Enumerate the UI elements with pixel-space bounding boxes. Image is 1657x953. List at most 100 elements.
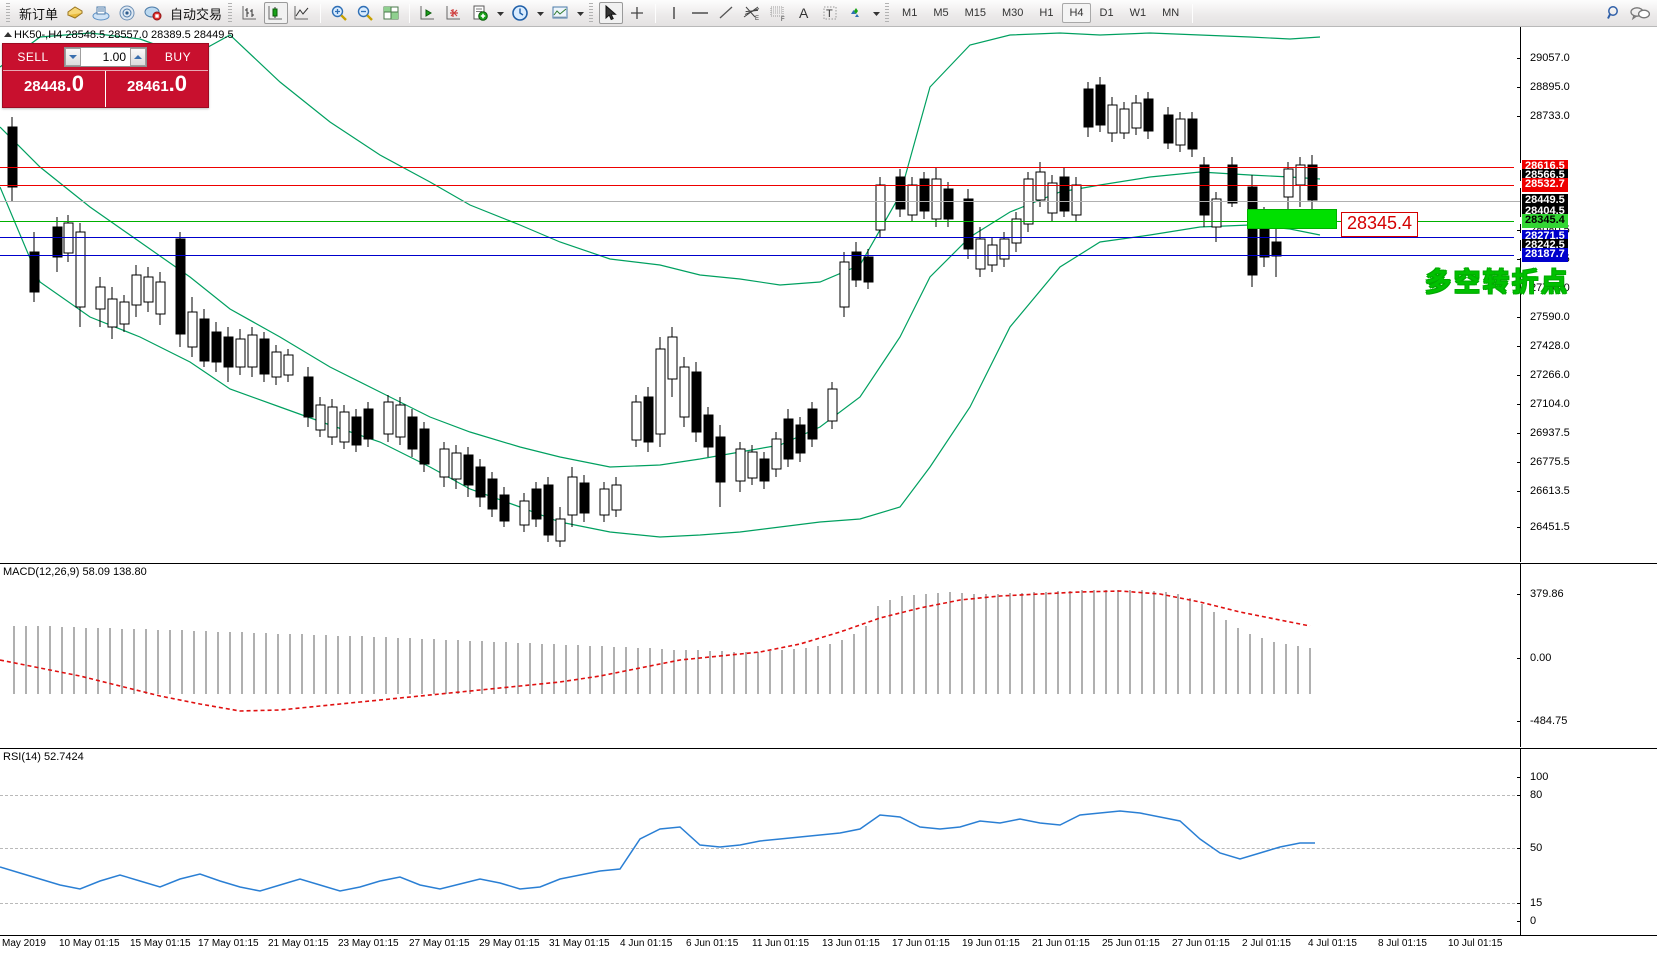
tick-label: 27752.0 <box>1530 282 1570 294</box>
price-pane[interactable]: 28345.4 多空转折点 29057.0 28895.0 28733.0 28… <box>0 27 1657 562</box>
timeframe-m5[interactable]: M5 <box>933 7 949 19</box>
toolbar-grip[interactable] <box>6 3 10 23</box>
macd-pane[interactable]: MACD(12,26,9) 58.09 138.80 <box>0 563 1657 747</box>
price-tick-28895: 28895.0 <box>1517 81 1570 93</box>
rsi-scale: 100 80 50 15 0 <box>1516 749 1657 935</box>
time-label: 6 Jun 01:15 <box>686 938 739 949</box>
fibonacci-icon[interactable]: E <box>740 2 764 24</box>
time-label: 4 Jun 01:15 <box>620 938 673 949</box>
price-scale[interactable]: 29057.0 28895.0 28733.0 28080.5 27918.5 … <box>1514 27 1657 562</box>
toolbar-grip-2[interactable] <box>228 3 233 23</box>
macd-signal-line <box>0 590 1311 712</box>
indicators-icon[interactable] <box>548 2 572 24</box>
timeframe-m15[interactable]: M15 <box>964 7 986 19</box>
zoom-in-icon[interactable] <box>327 2 351 24</box>
period-dropdown-icon[interactable] <box>534 2 546 24</box>
toolbar-grip-3[interactable] <box>589 3 594 23</box>
price-tick-29057: 29057.0 <box>1517 52 1570 64</box>
toolbar-grip-4[interactable] <box>885 3 890 23</box>
time-label: 31 May 01:15 <box>549 938 610 949</box>
timeframe-h1[interactable]: H1 <box>1039 7 1054 19</box>
new-order-button[interactable]: 新订单 <box>19 6 59 22</box>
auto-trading-icon[interactable] <box>141 2 165 24</box>
trendline-icon[interactable] <box>714 2 738 24</box>
level-label-28187[interactable]: 28187.7 <box>1514 248 1568 262</box>
level-handle[interactable] <box>1514 217 1521 224</box>
rsi-tick-15: 15 <box>1516 897 1542 909</box>
auto-scroll-icon[interactable] <box>442 2 466 24</box>
shapes-dropdown-icon[interactable] <box>870 2 882 24</box>
time-label: 10 May 01:15 <box>59 938 120 949</box>
candlestick-series[interactable] <box>0 27 1520 562</box>
shapes-icon[interactable] <box>844 2 868 24</box>
auto-trading-button[interactable]: 自动交易 <box>170 6 223 22</box>
history-icon[interactable] <box>63 2 87 24</box>
text-label-icon[interactable]: T <box>818 2 842 24</box>
level-handle[interactable] <box>1514 233 1521 240</box>
chart-area[interactable]: HK50-,H4 28548.5 28557.0 28389.5 28449.5 <box>0 27 1657 953</box>
text-icon[interactable]: A <box>792 2 816 24</box>
bar-chart-icon[interactable] <box>238 2 262 24</box>
volume-increment-button[interactable] <box>130 48 146 66</box>
new-template-icon[interactable] <box>468 2 492 24</box>
volume-decrement-button[interactable] <box>65 48 81 66</box>
highlight-rectangle[interactable] <box>1247 209 1337 229</box>
expert-advisor-icon[interactable] <box>115 2 139 24</box>
candlestick-chart-icon[interactable] <box>264 2 289 24</box>
search-icon[interactable] <box>1602 2 1626 24</box>
time-label: 11 Jun 01:15 <box>752 938 810 949</box>
level-label-28532[interactable]: 28532.7 <box>1514 178 1568 192</box>
level-label-28345[interactable]: 28345.4 <box>1514 214 1568 228</box>
template-dropdown-icon[interactable] <box>494 2 506 24</box>
sell-price-integer: 28448 <box>23 78 66 95</box>
level-line-28532[interactable] <box>0 185 1520 186</box>
level-line-28345[interactable] <box>0 221 1520 222</box>
toolbar-separator-2 <box>409 3 411 23</box>
zoom-out-icon[interactable] <box>353 2 377 24</box>
level-handle[interactable] <box>1514 251 1521 258</box>
rsi-pane[interactable]: RSI(14) 52.7424 100 80 50 15 0 <box>0 748 1657 935</box>
tick-label: 26613.5 <box>1530 485 1570 497</box>
crosshair-icon[interactable] <box>625 2 649 24</box>
period-icon[interactable] <box>508 2 532 24</box>
level-handle[interactable] <box>1514 181 1521 188</box>
time-axis[interactable]: May 2019 10 May 01:15 15 May 01:15 17 Ma… <box>0 935 1657 953</box>
one-click-trading-panel[interactable]: SELL 1.00 BUY 28448.0 28461.0 <box>2 43 209 108</box>
price-tag-annotation[interactable]: 28345.4 <box>1341 212 1419 237</box>
tick-label: 29057.0 <box>1530 52 1570 64</box>
time-label: 17 Jun 01:15 <box>892 938 950 949</box>
fibonacci-fan-icon[interactable]: F <box>766 2 790 24</box>
macd-tick-min: -484.75 <box>1516 715 1567 727</box>
chart-collapse-icon[interactable] <box>4 32 12 37</box>
timeframe-m30[interactable]: M30 <box>1002 7 1024 19</box>
vertical-line-icon[interactable] <box>662 2 686 24</box>
timeframe-mn[interactable]: MN <box>1162 7 1180 19</box>
indicators-dropdown-icon[interactable] <box>574 2 586 24</box>
line-chart-icon[interactable] <box>290 2 314 24</box>
level-line-28187[interactable] <box>0 255 1520 256</box>
volume-input[interactable]: 1.00 <box>64 47 147 67</box>
level-handle[interactable] <box>1514 163 1521 170</box>
chat-icon[interactable] <box>1628 2 1652 24</box>
data-window-icon[interactable] <box>379 2 403 24</box>
sell-button[interactable]: 28448.0 <box>3 71 106 107</box>
chinese-annotation[interactable]: 多空转折点 <box>1425 267 1571 297</box>
cursor-icon[interactable] <box>599 2 624 24</box>
level-line-28271[interactable] <box>0 237 1520 238</box>
timeframe-h4[interactable]: H4 <box>1062 3 1091 23</box>
buy-button[interactable]: 28461.0 <box>106 71 208 107</box>
horizontal-line-icon[interactable] <box>688 2 712 24</box>
timeframe-w1[interactable]: W1 <box>1129 7 1147 19</box>
volume-value[interactable]: 1.00 <box>102 50 126 64</box>
chart-shift-icon[interactable] <box>416 2 440 24</box>
signal-icon[interactable] <box>89 2 113 24</box>
time-label: 19 Jun 01:15 <box>962 938 1020 949</box>
timeframe-m1[interactable]: M1 <box>902 7 918 19</box>
time-label: 27 May 01:15 <box>409 938 470 949</box>
time-label: 29 May 01:15 <box>479 938 540 949</box>
price-tick-27590: 27590.0 <box>1517 311 1570 323</box>
tick-label: 0 <box>1530 915 1537 927</box>
level-line-28616[interactable] <box>0 167 1520 168</box>
timeframe-d1[interactable]: D1 <box>1099 7 1114 19</box>
rsi-level-50 <box>0 848 1520 849</box>
